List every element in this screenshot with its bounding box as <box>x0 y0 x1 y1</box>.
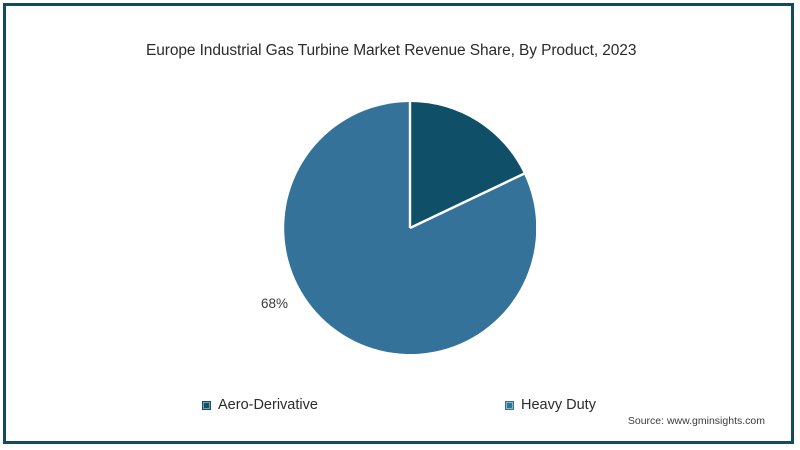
pie-chart-svg <box>284 102 536 354</box>
pie-slice-separator-right <box>409 172 525 230</box>
page-title: Europe Industrial Gas Turbine Market Rev… <box>146 42 637 59</box>
legend-item-label: Aero-Derivative <box>218 397 318 413</box>
pie-data-label-heavy-duty: 68% <box>261 296 289 311</box>
pie-chart <box>284 102 536 354</box>
figure-border-frame: Europe Industrial Gas Turbine Market Rev… <box>3 3 794 444</box>
legend-item-heavy-duty[interactable]: Heavy Duty <box>505 394 596 416</box>
legend: Aero-Derivative Heavy Duty <box>202 394 622 416</box>
legend-color-swatch-icon <box>505 400 514 410</box>
legend-color-swatch-icon <box>202 400 211 410</box>
source-attribution: Source: www.gminsights.com <box>627 415 765 427</box>
legend-item-aero-derivative[interactable]: Aero-Derivative <box>202 394 318 416</box>
legend-item-label: Heavy Duty <box>521 397 596 413</box>
pie-slice-aero-derivative[interactable] <box>410 102 524 228</box>
